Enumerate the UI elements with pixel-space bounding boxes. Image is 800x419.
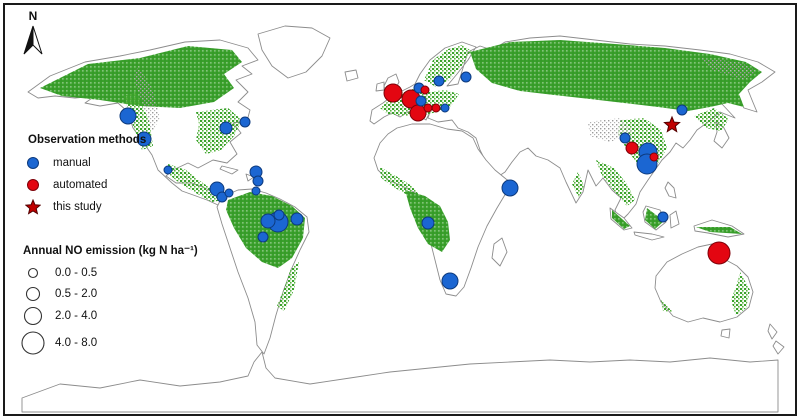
observation-point-automated: [431, 103, 441, 113]
ireland: [375, 81, 385, 92]
observation-point-manual: [239, 116, 251, 128]
north-arrow-label: N: [29, 9, 38, 23]
new-zealand-south: [772, 340, 785, 355]
observation-point-manual: [657, 211, 669, 223]
size-class-label: 2.0 - 4.0: [55, 310, 98, 322]
legend-item-automated: automated: [25, 174, 195, 196]
observation-point-manual: [257, 231, 269, 243]
observation-point-study: [663, 115, 681, 133]
size-circle-medium-icon: [25, 286, 41, 301]
observation-point-manual: [219, 121, 233, 135]
legend-item-manual: manual: [25, 152, 195, 174]
hispaniola: [245, 173, 255, 182]
legend-item-manual-label: manual: [53, 157, 91, 169]
new-zealand-north: [767, 323, 778, 340]
size-class-label: 0.0 - 0.5: [55, 267, 98, 279]
size-class-row: 0.0 - 0.5: [20, 263, 230, 283]
java: [633, 231, 665, 241]
observation-point-automated: [423, 103, 433, 113]
observation-point-automated: [707, 241, 731, 265]
legend-item-automated-label: automated: [53, 179, 108, 191]
legend-emission-size: Annual NO emission (kg N ha⁻¹) 0.0 - 0.5…: [20, 243, 230, 357]
automated-circle-icon: [27, 179, 39, 191]
north-arrow-right-half: [32, 25, 43, 55]
observation-point-manual: [163, 165, 173, 175]
philippines: [664, 181, 677, 199]
legend-observation-methods: Observation methods manual automated thi…: [25, 134, 195, 218]
size-circle-xlarge-icon: [21, 330, 45, 355]
observation-point-manual: [440, 103, 450, 113]
observation-point-manual: [251, 186, 261, 196]
observation-point-manual: [501, 179, 519, 197]
observation-point-automated: [625, 141, 639, 155]
legend-item-this-study: this study: [25, 196, 195, 218]
observation-point-manual: [252, 175, 264, 187]
observation-point-manual: [441, 272, 459, 290]
sulawesi: [669, 210, 680, 229]
observation-point-manual: [415, 95, 427, 107]
observation-point-manual: [433, 75, 445, 87]
size-class-row: 0.5 - 2.0: [20, 283, 230, 304]
continent-australia: [654, 243, 754, 323]
size-class-label: 0.5 - 2.0: [55, 287, 98, 300]
greenland: [257, 25, 331, 79]
cuba: [219, 165, 239, 175]
study-star-icon: [25, 199, 41, 215]
observation-point-manual: [273, 209, 285, 221]
size-circle-small-icon: [27, 267, 39, 279]
legend-methods-title: Observation methods: [28, 134, 147, 146]
manual-circle-icon: [27, 157, 39, 169]
size-circle-large-icon: [23, 306, 43, 326]
observation-point-manual: [290, 212, 304, 226]
size-class-label: 4.0 - 8.0: [55, 336, 98, 349]
north-arrow: N: [23, 9, 43, 55]
mountain-overlay: [133, 58, 757, 142]
madagascar: [491, 237, 508, 267]
continent-antarctica: [21, 351, 779, 413]
tasmania: [720, 328, 731, 339]
observation-point-manual: [460, 71, 472, 83]
observation-point-manual: [619, 132, 631, 144]
observation-point-automated: [383, 83, 403, 103]
size-class-row: 4.0 - 8.0: [20, 328, 230, 357]
north-arrow-left-half: [23, 25, 34, 55]
observation-point-automated: [420, 85, 430, 95]
size-class-row: 2.0 - 4.0: [20, 304, 230, 328]
legend-item-this-study-label: this study: [53, 201, 102, 213]
forest-cover-overlay: [40, 40, 762, 316]
observation-point-manual: [421, 216, 435, 230]
iceland: [344, 69, 359, 82]
observation-point-manual: [260, 213, 276, 229]
observation-point-manual: [224, 188, 234, 198]
observation-point-automated: [649, 152, 659, 162]
observation-point-manual: [676, 104, 688, 116]
observation-point-manual: [119, 107, 137, 125]
legend-size-title: Annual NO emission (kg N ha⁻¹): [23, 245, 198, 257]
observation-point-manual: [136, 131, 152, 147]
observation-points: [119, 71, 731, 290]
